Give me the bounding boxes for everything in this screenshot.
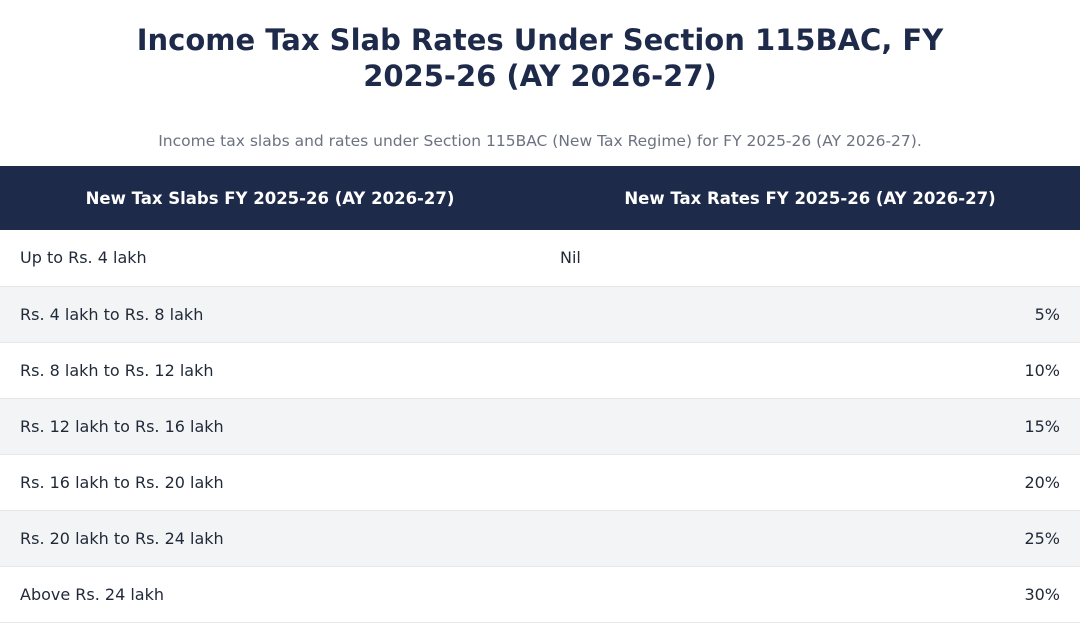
table-header: New Tax Slabs FY 2025-26 (AY 2026-27) Ne…: [0, 166, 1080, 230]
table-row: Above Rs. 24 lakh 30%: [0, 566, 1080, 622]
slab-cell: Rs. 8 lakh to Rs. 12 lakh: [20, 360, 214, 380]
table-row: Rs. 8 lakh to Rs. 12 lakh 10%: [0, 342, 1080, 398]
rate-cell: Nil: [560, 248, 581, 268]
tax-slab-table: New Tax Slabs FY 2025-26 (AY 2026-27) Ne…: [0, 166, 1080, 623]
page-subtitle: Income tax slabs and rates under Section…: [158, 132, 922, 150]
slab-cell: Rs. 16 lakh to Rs. 20 lakh: [20, 472, 224, 492]
header-tax-rates: New Tax Rates FY 2025-26 (AY 2026-27): [624, 188, 996, 208]
table-body: Up to Rs. 4 lakh Nil Rs. 4 lakh to Rs. 8…: [0, 230, 1080, 622]
page-title: Income Tax Slab Rates Under Section 115B…: [136, 23, 944, 93]
rate-cell: 25%: [1024, 528, 1060, 548]
slab-cell: Rs. 20 lakh to Rs. 24 lakh: [20, 528, 224, 548]
rate-cell: 5%: [1034, 304, 1060, 324]
table-row: Rs. 4 lakh to Rs. 8 lakh 5%: [0, 286, 1080, 342]
table-row: Rs. 20 lakh to Rs. 24 lakh 25%: [0, 510, 1080, 566]
table-row: Rs. 12 lakh to Rs. 16 lakh 15%: [0, 398, 1080, 454]
table-header-row: New Tax Slabs FY 2025-26 (AY 2026-27) Ne…: [0, 166, 1080, 230]
rate-cell: 30%: [1024, 584, 1060, 604]
rate-cell: 10%: [1024, 360, 1060, 380]
slab-cell: Rs. 12 lakh to Rs. 16 lakh: [20, 416, 224, 436]
rate-cell: 20%: [1024, 472, 1060, 492]
table-row: Up to Rs. 4 lakh Nil: [0, 230, 1080, 286]
header-tax-slabs: New Tax Slabs FY 2025-26 (AY 2026-27): [85, 188, 455, 208]
slab-cell: Up to Rs. 4 lakh: [20, 248, 147, 268]
table-row: Rs. 16 lakh to Rs. 20 lakh 20%: [0, 454, 1080, 510]
rate-cell: 15%: [1024, 416, 1060, 436]
slab-cell: Rs. 4 lakh to Rs. 8 lakh: [20, 304, 204, 324]
slab-cell: Above Rs. 24 lakh: [20, 584, 165, 604]
